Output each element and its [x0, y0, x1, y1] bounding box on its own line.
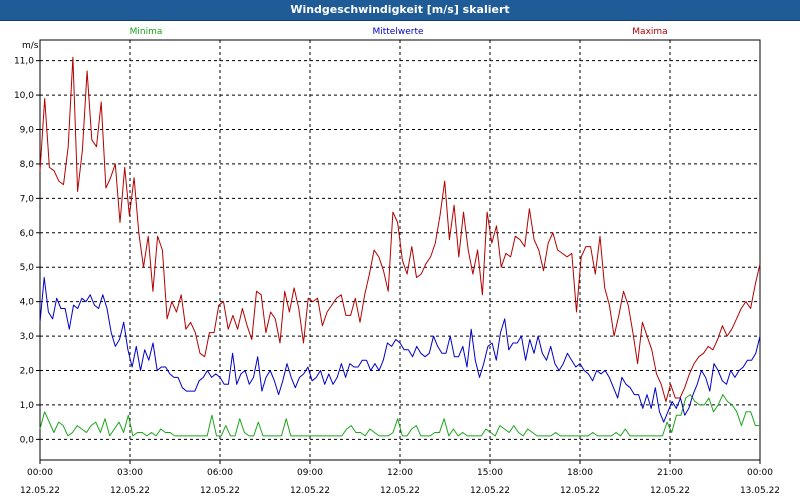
x-tick-label-date: 12.05.22 [470, 486, 510, 496]
x-tick-label-time: 09:00 [297, 468, 323, 478]
x-axis: 00:00 12.05.22 03:00 12.05.22 06:00 12.05.22 0… [20, 460, 780, 496]
series-line-maxima [39, 56, 761, 402]
y-tick-label: 5,0 [20, 263, 35, 273]
series-layer [39, 56, 761, 437]
legend-entry-mittelwerte: Mittelwerte [372, 27, 423, 37]
y-tick-label: 1,0 [20, 401, 35, 411]
series-line-minima [39, 394, 760, 437]
x-tick-label-time: 03:00 [117, 468, 143, 478]
y-tick-label: 7,0 [20, 194, 35, 204]
x-tick-label-date: 12.05.22 [290, 486, 330, 496]
y-tick-label: 4,0 [20, 298, 35, 308]
x-tick-label-time: 12:00 [387, 468, 413, 478]
y-tick-label: 11,0 [14, 57, 34, 67]
y-tick-label: 0,0 [20, 435, 35, 445]
legend-entry-maxima: Maxima [632, 27, 667, 37]
series-line-mittelwerte [39, 277, 761, 423]
x-tick-label-date: 12.05.22 [20, 486, 60, 496]
y-axis-unit: m/s [22, 41, 39, 51]
y-tick-label: 3,0 [20, 332, 35, 342]
x-tick-label-time: 15:00 [477, 468, 503, 478]
x-tick-label-time: 06:00 [207, 468, 233, 478]
x-tick-label-date: 13.05.22 [740, 486, 780, 496]
y-axis: 0,0 1,0 2,0 3,0 4,0 5,0 6,0 7,0 8,0 9,0 10,0 11,0 [14, 57, 40, 445]
y-tick-label: 10,0 [14, 91, 34, 101]
horizontal-grid [40, 60, 760, 440]
y-tick-label: 9,0 [20, 126, 35, 136]
y-tick-label: 2,0 [20, 366, 35, 376]
legend: Minima Mittelwerte Maxima [130, 27, 668, 37]
window-title-bar: Windgeschwindigkeit [m/s] skaliert [0, 0, 800, 21]
vertical-grid [129, 40, 671, 460]
x-tick-label-time: 21:00 [657, 468, 683, 478]
x-tick-label-date: 12.05.22 [110, 486, 150, 496]
x-tick-label-date: 12.05.22 [560, 486, 600, 496]
chart-title: Windgeschwindigkeit [m/s] skaliert [290, 3, 510, 16]
x-tick-label-time: 00:00 [27, 468, 53, 478]
y-tick-label: 6,0 [20, 229, 35, 239]
x-tick-label-time: 18:00 [567, 468, 593, 478]
x-tick-label-date: 12.05.22 [650, 486, 690, 496]
x-tick-label-date: 12.05.22 [380, 486, 420, 496]
legend-entry-minima: Minima [130, 27, 163, 37]
x-tick-label-time: 00:00 [747, 468, 773, 478]
y-tick-label: 8,0 [20, 160, 35, 170]
x-tick-label-date: 12.05.22 [200, 486, 240, 496]
